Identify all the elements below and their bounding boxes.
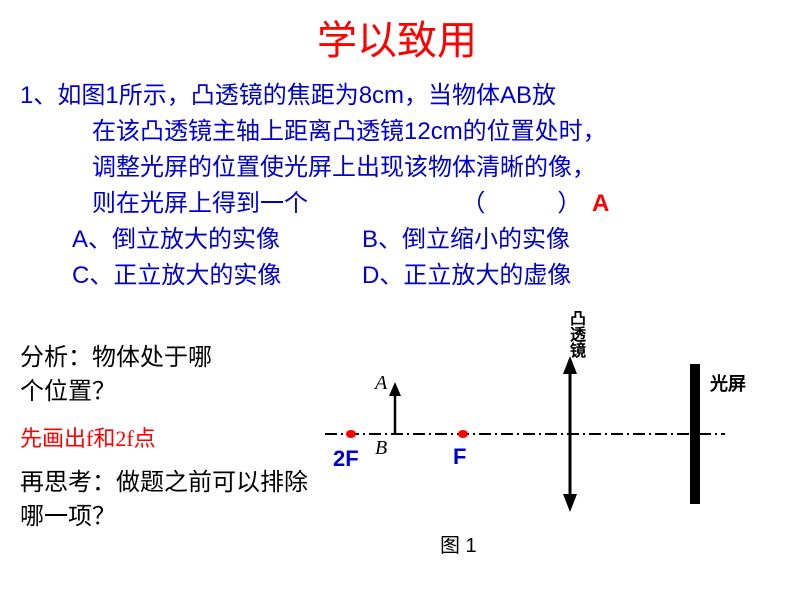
- label-f: F: [453, 444, 466, 470]
- label-2f: 2F: [333, 446, 359, 472]
- screen-label: 光屏: [710, 370, 746, 396]
- diagram-svg: A B: [315, 334, 765, 564]
- figure-label: 图 1: [440, 529, 477, 558]
- question-number: 1: [20, 82, 33, 109]
- analysis-line2: 个位置？: [20, 376, 280, 410]
- option-c: C、正立放大的实像: [72, 258, 362, 294]
- options-block: A、倒立放大的实像 B、倒立缩小的实像 C、正立放大的实像 D、正立放大的虚像: [0, 222, 794, 294]
- svg-text:B: B: [375, 437, 387, 459]
- option-a: A、倒立放大的实像: [72, 222, 362, 258]
- optics-diagram: A B 2F F 凸透镜 光屏 图 1: [315, 334, 765, 564]
- question-line4-part1: 则在光屏上得到一个: [92, 190, 308, 217]
- answer-mark: A: [592, 190, 609, 217]
- page-title: 学以致用: [0, 0, 794, 66]
- option-b: B、倒立缩小的实像: [362, 222, 570, 258]
- question-blank: （ ）: [461, 190, 581, 217]
- question-block: 1、如图1所示，凸透镜的焦距为8cm，当物体AB放 在该凸透镜主轴上距离凸透镜1…: [0, 66, 794, 222]
- lens-label: 凸透镜: [563, 310, 587, 358]
- analysis-line1: 分析：物体处于哪: [20, 342, 280, 376]
- question-line3: 调整光屏的位置使光屏上出现该物体清晰的像，: [20, 150, 774, 186]
- question-line2: 在该凸透镜主轴上距离凸透镜12cm的位置处时，: [20, 114, 774, 150]
- svg-text:A: A: [373, 372, 388, 394]
- question-line1: 、如图1所示，凸透镜的焦距为8cm，当物体AB放: [33, 82, 556, 109]
- option-d: D、正立放大的虚像: [362, 258, 571, 294]
